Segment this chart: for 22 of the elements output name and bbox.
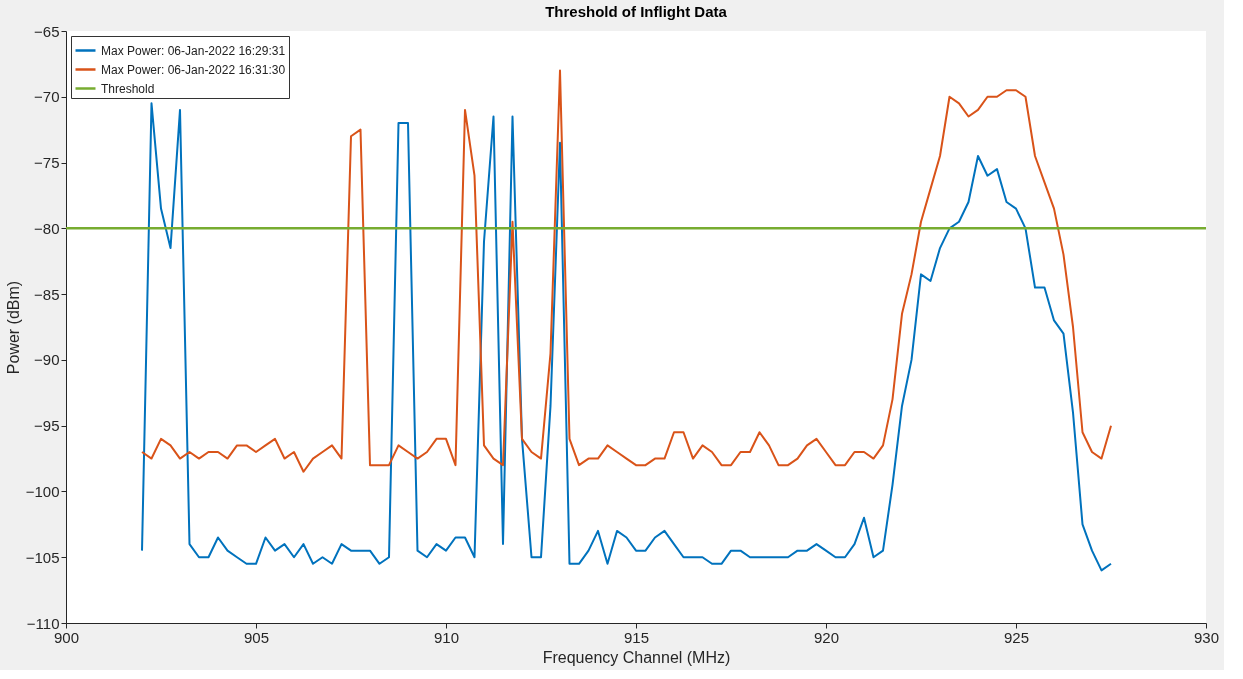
x-tick-label: 905 [243, 628, 270, 646]
y-tick-label: −70 [34, 88, 60, 106]
legend-label: Max Power: 06-Jan-2022 16:31:30 [101, 62, 286, 77]
x-axis-title: Frequency Channel (MHz) [542, 648, 731, 666]
y-tick-label: −65 [34, 22, 60, 40]
y-tick-label: −90 [34, 351, 60, 369]
y-tick-label: −85 [34, 285, 60, 303]
chart-title: Threshold of Inflight Data [545, 3, 728, 20]
x-tick-label: 920 [813, 628, 840, 646]
y-tick-label: −95 [34, 417, 60, 435]
x-tick-label: 930 [1193, 628, 1220, 646]
y-tick-label: −75 [34, 154, 60, 172]
y-tick-label: −100 [25, 482, 60, 500]
y-axis-title: Power (dBm) [4, 280, 22, 375]
y-tick-label: −105 [25, 548, 60, 566]
x-tick-label: 915 [623, 628, 650, 646]
legend-label: Threshold [101, 81, 155, 96]
line-series [141, 102, 1112, 572]
legend-label: Max Power: 06-Jan-2022 16:29:31 [101, 43, 286, 58]
y-tick-label: −80 [34, 219, 60, 237]
x-tick-label: 925 [1003, 628, 1030, 646]
x-tick-label: 910 [433, 628, 460, 646]
